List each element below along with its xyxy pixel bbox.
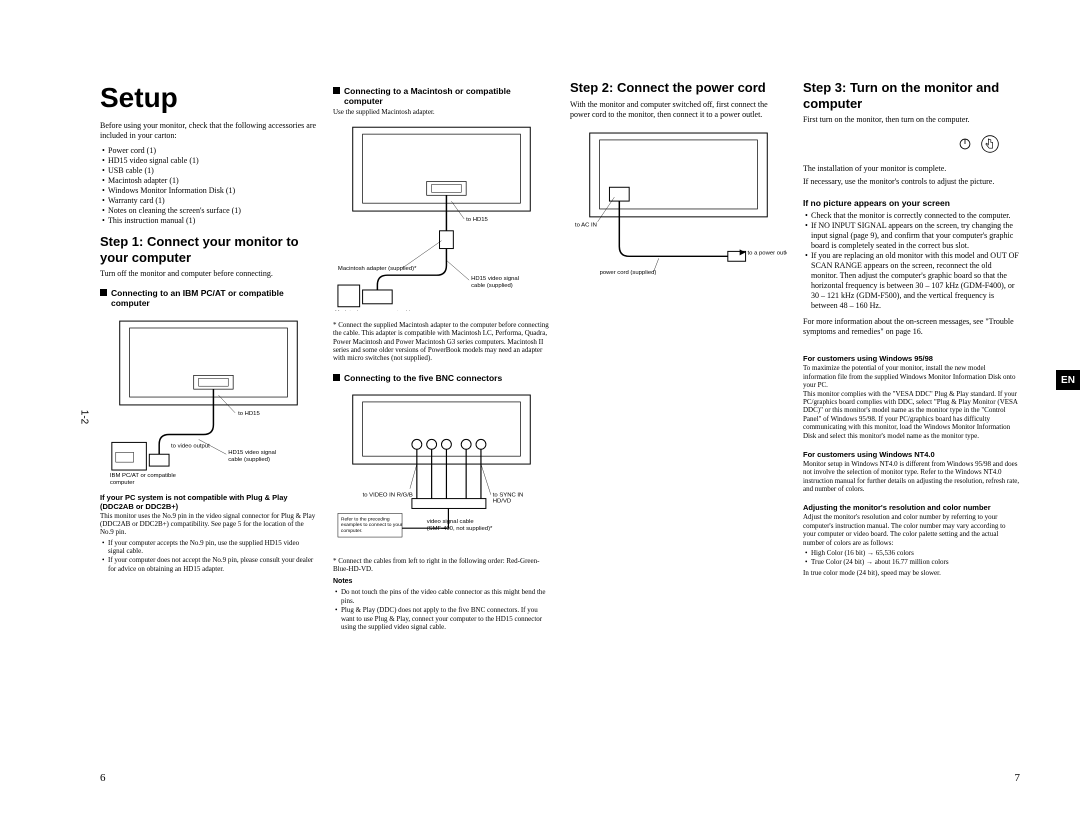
win95-heading: For customers using Windows 95/98: [803, 354, 1020, 363]
svg-text:computer: computer: [110, 479, 135, 484]
res-bullets: High Color (16 bit) → 65,536 colors True…: [803, 549, 1020, 567]
accessory-item: Windows Monitor Information Disk (1): [100, 186, 317, 196]
nt4-body: Monitor setup in Windows NT4.0 is differ…: [803, 460, 1020, 494]
page-number-left: 6: [100, 772, 106, 784]
press-hand-icon: [980, 134, 1000, 154]
power-symbol-icon: [958, 137, 972, 151]
plugplay-bullets: If your computer accepts the No.9 pin, u…: [100, 539, 317, 574]
plugplay-bullet: If your computer does not accept the No.…: [100, 556, 317, 574]
left-col-1: Setup Before using your monitor, check t…: [100, 80, 317, 774]
more-info: For more information about the on-screen…: [803, 317, 1020, 337]
svg-text:(SMF-400, not supplied)*: (SMF-400, not supplied)*: [427, 526, 493, 532]
nt4-heading: For customers using Windows NT4.0: [803, 450, 1020, 459]
res-note: In true color mode (24 bit), speed may b…: [803, 569, 1020, 577]
nopic-bullets: Check that the monitor is correctly conn…: [803, 211, 1020, 311]
svg-text:IBM PC/AT or compatible: IBM PC/AT or compatible: [110, 472, 177, 478]
intro-text: Before using your monitor, check that th…: [100, 121, 317, 141]
svg-text:to a power outlet: to a power outlet: [748, 250, 787, 256]
subhead-mac-text: Connecting to a Macintosh or compatible …: [344, 86, 550, 106]
notes-heading: Notes: [333, 578, 550, 587]
subhead-ibm-text: Connecting to an IBM PC/AT or compatible…: [111, 288, 317, 308]
page-spread: 1-2 Setup Before using your monitor, che…: [0, 0, 1080, 834]
svg-text:Refer to the preceding: Refer to the preceding: [341, 516, 390, 522]
svg-text:cable (supplied): cable (supplied): [471, 283, 513, 289]
step2-heading: Step 2: Connect the power cord: [570, 80, 787, 96]
accessory-item: HD15 video signal cable (1): [100, 156, 317, 166]
res-bullet: True Color (24 bit) → about 16.77 millio…: [803, 558, 1020, 567]
setup-title: Setup: [100, 80, 317, 115]
accessory-item: USB cable (1): [100, 166, 317, 176]
svg-text:examples to connect to your: examples to connect to your: [341, 522, 403, 528]
power-button-diagram: [803, 134, 1020, 154]
svg-text:computer.: computer.: [341, 528, 363, 534]
square-bullet-icon: [333, 374, 340, 381]
svg-text:HD15 video signal: HD15 video signal: [471, 276, 519, 282]
mac-body: Use the supplied Macintosh adapter.: [333, 108, 550, 116]
svg-text:cable (supplied): cable (supplied): [228, 457, 270, 463]
svg-text:HD15 video signal: HD15 video signal: [228, 450, 276, 456]
svg-text:to video output: to video output: [171, 443, 210, 449]
win95-body: To maximize the potential of your monito…: [803, 364, 1020, 440]
plugplay-heading: If your PC system is not compatible with…: [100, 493, 317, 511]
side-page-number: 1-2: [79, 410, 90, 424]
step3-body: First turn on the monitor, then turn on …: [803, 115, 1020, 125]
res-body: Adjust the monitor's resolution and colo…: [803, 513, 1020, 547]
accessories-list: Power cord (1) HD15 video signal cable (…: [100, 146, 317, 226]
subhead-bnc: Connecting to the five BNC connectors: [333, 373, 550, 383]
accessory-item: This instruction manual (1): [100, 216, 317, 226]
square-bullet-icon: [100, 289, 107, 296]
language-tab: EN: [1056, 370, 1080, 390]
diagram-bnc-connection: Refer to the preceding examples to conne…: [333, 389, 550, 549]
diagram-mac-connection: to HD15 Macintosh adapter (supplied)* HD…: [333, 121, 550, 311]
right-col-1: Step 2: Connect the power cord With the …: [570, 80, 787, 774]
notes-list: Do not touch the pins of the video cable…: [333, 588, 550, 632]
step2-body: With the monitor and computer switched o…: [570, 100, 787, 120]
install-adjust: If necessary, use the monitor's controls…: [803, 177, 1020, 187]
svg-text:to VIDEO IN R/G/B: to VIDEO IN R/G/B: [363, 493, 413, 499]
svg-text:video signal cable: video signal cable: [427, 519, 475, 525]
svg-text:to HD15: to HD15: [466, 217, 488, 223]
note-item: Do not touch the pins of the video cable…: [333, 588, 550, 606]
nopic-bullet: Check that the monitor is correctly conn…: [803, 211, 1020, 221]
svg-text:to AC IN: to AC IN: [575, 222, 597, 228]
step3-heading: Step 3: Turn on the monitor and computer: [803, 80, 1020, 111]
left-page: Setup Before using your monitor, check t…: [100, 80, 550, 774]
mac-footnote: * Connect the supplied Macintosh adapter…: [333, 321, 550, 363]
res-heading: Adjusting the monitor's resolution and c…: [803, 503, 1020, 512]
accessory-item: Power cord (1): [100, 146, 317, 156]
accessory-item: Macintosh adapter (1): [100, 176, 317, 186]
label-to-hd15: to HD15: [238, 410, 260, 416]
square-bullet-icon: [333, 87, 340, 94]
svg-text:HD/VD: HD/VD: [493, 498, 511, 504]
accessory-item: Notes on cleaning the screen's surface (…: [100, 206, 317, 216]
right-page: Step 2: Connect the power cord With the …: [570, 80, 1020, 774]
subhead-mac: Connecting to a Macintosh or compatible …: [333, 86, 550, 106]
left-col-2: Connecting to a Macintosh or compatible …: [333, 80, 550, 774]
plugplay-body: This monitor uses the No.9 pin in the vi…: [100, 512, 317, 537]
step1-heading: Step 1: Connect your monitor to your com…: [100, 234, 317, 265]
page-number-right: 7: [1015, 772, 1021, 784]
diagram-ibm-connection: to HD15 to video output HD15 video signa…: [100, 315, 317, 485]
svg-text:power cord (supplied): power cord (supplied): [600, 270, 657, 276]
subhead-ibm: Connecting to an IBM PC/AT or compatible…: [100, 288, 317, 308]
nopic-heading: If no picture appears on your screen: [803, 198, 1020, 208]
res-bullet: High Color (16 bit) → 65,536 colors: [803, 549, 1020, 558]
plugplay-bullet: If your computer accepts the No.9 pin, u…: [100, 539, 317, 557]
right-col-2: Step 3: Turn on the monitor and computer…: [803, 80, 1020, 774]
svg-text:Macintosh adapter (supplied)*: Macintosh adapter (supplied)*: [338, 266, 417, 272]
accessory-item: Warranty card (1): [100, 196, 317, 206]
nopic-bullet: If NO INPUT SIGNAL appears on the screen…: [803, 221, 1020, 251]
step1-body: Turn off the monitor and computer before…: [100, 269, 317, 279]
diagram-power-cord: to AC IN to a power outlet power cord (s…: [570, 127, 787, 287]
install-complete: The installation of your monitor is comp…: [803, 164, 1020, 174]
nopic-bullet: If you are replacing an old monitor with…: [803, 251, 1020, 311]
note-item: Plug & Play (DDC) does not apply to the …: [333, 606, 550, 632]
bnc-footnote: * Connect the cables from left to right …: [333, 557, 550, 574]
subhead-bnc-text: Connecting to the five BNC connectors: [344, 373, 502, 383]
